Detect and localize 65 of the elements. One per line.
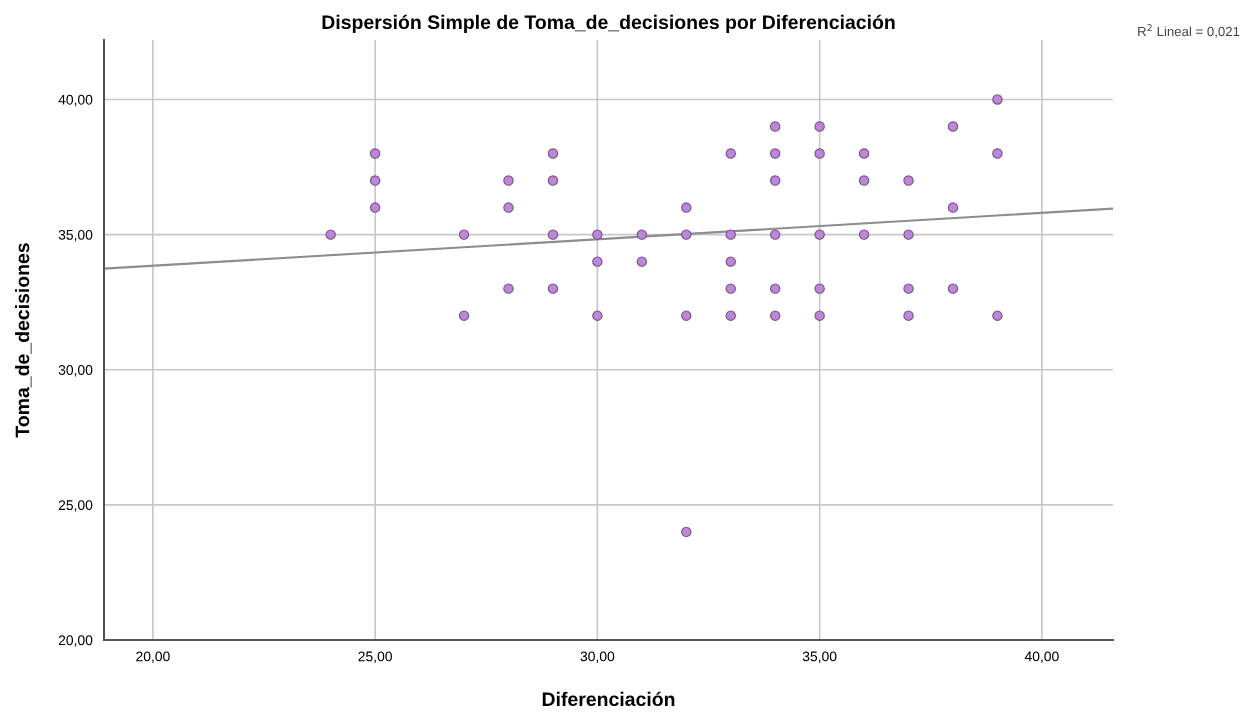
- point: [725, 283, 736, 294]
- point: [547, 175, 559, 186]
- point: [725, 148, 736, 159]
- point: [992, 94, 1003, 105]
- point: [547, 148, 559, 159]
- point: [458, 229, 470, 240]
- y-tick-label: 30,00: [58, 365, 93, 377]
- x-axis-title: Diferenciación: [542, 691, 675, 707]
- point: [547, 229, 559, 240]
- y-tick-label: 40,00: [58, 94, 93, 107]
- point: [369, 175, 381, 186]
- point: [503, 283, 514, 294]
- point: [992, 310, 1003, 321]
- point: [903, 283, 914, 294]
- point: [769, 121, 781, 132]
- point: [503, 175, 514, 186]
- point: [769, 283, 781, 294]
- x-tick-label: 40,00: [1024, 651, 1059, 663]
- point: [458, 310, 470, 321]
- point: [769, 229, 781, 240]
- point: [725, 310, 736, 321]
- point: [947, 283, 959, 294]
- y-tick-label: 25,00: [58, 500, 93, 512]
- text: R$^{2}$ Lineal = 0,021: [1138, 24, 1240, 38]
- point: [947, 202, 959, 213]
- point: [814, 229, 825, 240]
- point: [725, 229, 736, 240]
- point: [725, 256, 736, 267]
- point: [636, 256, 648, 267]
- point: [681, 526, 692, 538]
- point: [947, 121, 959, 132]
- y-tick-label: 35,00: [58, 229, 93, 242]
- x-tick-label: 25,00: [358, 651, 392, 663]
- point: [681, 310, 692, 321]
- point: [592, 256, 603, 267]
- point: [992, 148, 1003, 159]
- point: [814, 121, 825, 132]
- point: [858, 148, 870, 159]
- point: [503, 202, 514, 213]
- point: [325, 229, 336, 240]
- x-tick-label: 30,00: [580, 651, 615, 663]
- point: [369, 202, 381, 213]
- point: [592, 310, 603, 321]
- point: [814, 283, 825, 294]
- y-axis-title: Toma_de_decisiones: [15, 243, 32, 438]
- point: [636, 229, 648, 240]
- point: [681, 202, 692, 213]
- point: [769, 310, 781, 321]
- point: [769, 175, 781, 186]
- point: [814, 310, 825, 321]
- x-tick-label: 35,00: [802, 651, 837, 663]
- point: [769, 148, 781, 159]
- point: [903, 175, 914, 186]
- point: [858, 229, 870, 240]
- point: [814, 148, 825, 159]
- x-tick-label: 20,00: [136, 651, 170, 663]
- point: [858, 175, 870, 186]
- y-tick-label: 20,00: [58, 635, 93, 647]
- point: [369, 148, 381, 159]
- point: [681, 229, 692, 240]
- point: [547, 283, 559, 294]
- point: [903, 310, 914, 321]
- point: [903, 229, 914, 240]
- point: [592, 229, 603, 240]
- chart-title: Dispersión Simple de Toma_de_decisiones por Diferenciación: [322, 14, 895, 33]
